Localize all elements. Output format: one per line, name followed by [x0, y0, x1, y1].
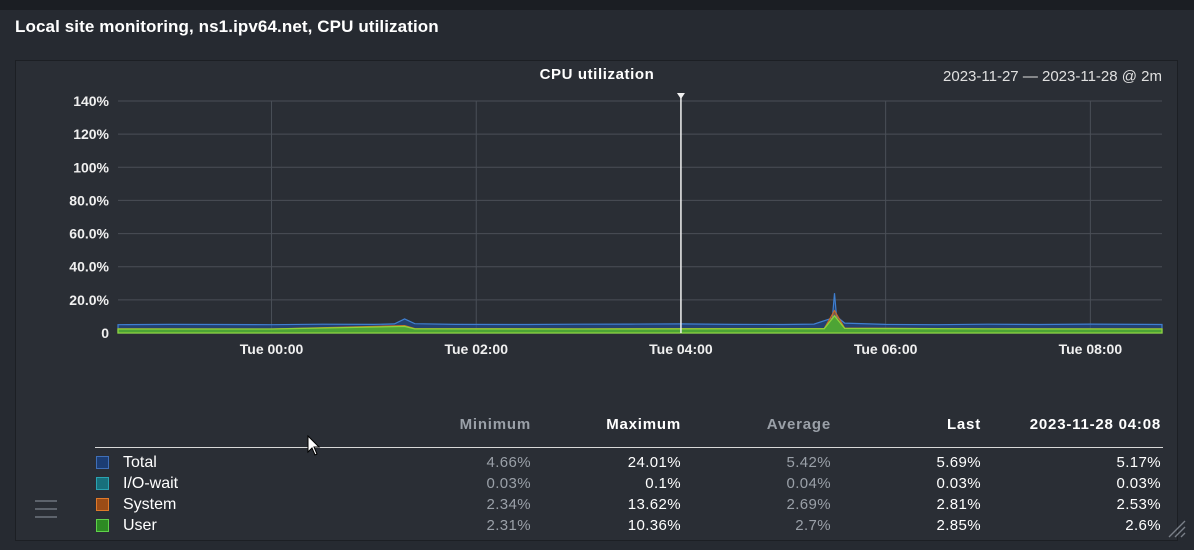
x-tick-label: Tue 02:00	[444, 341, 508, 357]
y-tick-label: 80.0%	[69, 192, 109, 208]
panel-title: Local site monitoring, ns1.ipv64.net, CP…	[15, 17, 439, 36]
mouse-pointer-icon	[307, 435, 321, 456]
x-tick-label: Tue 08:00	[1059, 341, 1123, 357]
legend-swatch	[96, 477, 109, 490]
legend-avg: 2.69%	[786, 496, 831, 513]
y-tick-label: 100%	[73, 159, 109, 175]
legend-header-last[interactable]: Last	[946, 416, 981, 433]
legend-swatch	[96, 456, 109, 469]
y-tick-label: 140%	[73, 93, 109, 109]
menu-icon[interactable]	[35, 500, 57, 518]
time-cursor-marker	[676, 93, 685, 99]
y-tick-label: 40.0%	[69, 259, 109, 275]
legend-min: 0.03%	[486, 475, 531, 492]
legend-label: System	[123, 496, 177, 513]
y-tick-label: 60.0%	[69, 226, 109, 242]
legend-avg: 5.42%	[786, 454, 831, 471]
legend-row-io-wait[interactable]: I/O-wait 0.03% 0.1% 0.04% 0.03% 0.03%	[95, 474, 1163, 495]
legend-max: 24.01%	[627, 454, 681, 471]
legend-label: Total	[123, 454, 157, 471]
cpu-chart[interactable]: 140% 120% 100% 80.0% 60.0% 40.0% 20.0% 0 Tue 00:…	[0, 0, 1194, 400]
legend-last: 0.03%	[936, 475, 981, 492]
series-total-area	[117, 293, 1163, 334]
legend-swatch	[96, 498, 109, 511]
top-strip	[0, 0, 1194, 10]
legend-header-timestamp: 2023-11-28 04:08	[1029, 416, 1161, 433]
y-tick-label: 20.0%	[69, 292, 109, 308]
legend-label: User	[123, 517, 157, 534]
legend-at-cursor: 2.6%	[1125, 517, 1161, 534]
resize-icon[interactable]	[1166, 518, 1186, 538]
legend-header-minimum[interactable]: Minimum	[459, 416, 531, 433]
x-tick-label: Tue 06:00	[854, 341, 918, 357]
legend-label: I/O-wait	[123, 475, 179, 492]
legend-min: 2.34%	[486, 496, 531, 513]
x-tick-label: Tue 00:00	[240, 341, 304, 357]
legend-at-cursor: 2.53%	[1116, 496, 1161, 513]
date-range[interactable]: 2023-11-27 — 2023-11-28 @ 2m	[943, 68, 1162, 85]
y-tick-label: 120%	[73, 126, 109, 142]
legend-avg: 2.7%	[795, 517, 831, 534]
y-tick-label: 0	[101, 325, 109, 341]
legend-avg: 0.04%	[786, 475, 831, 492]
legend-row-total[interactable]: Total 4.66% 24.01% 5.42% 5.69% 5.17%	[95, 453, 1163, 474]
legend-row-user[interactable]: User 2.31% 10.36% 2.7% 2.85% 2.6%	[95, 516, 1163, 537]
legend-min: 4.66%	[486, 454, 531, 471]
legend-row-system[interactable]: System 2.34% 13.62% 2.69% 2.81% 2.53%	[95, 495, 1163, 516]
legend-max: 0.1%	[645, 475, 681, 492]
legend-last: 2.81%	[936, 496, 981, 513]
legend-at-cursor: 0.03%	[1116, 475, 1161, 492]
chart-title: CPU utilization	[539, 66, 655, 83]
legend-last: 2.85%	[936, 517, 981, 534]
graph-container[interactable]	[15, 60, 1178, 541]
legend-max: 10.36%	[627, 517, 681, 534]
legend-at-cursor: 5.17%	[1116, 454, 1161, 471]
series-user-area	[117, 314, 1163, 334]
legend-swatch	[96, 519, 109, 532]
legend-header-maximum[interactable]: Maximum	[606, 416, 681, 433]
legend-min: 2.31%	[486, 517, 531, 534]
legend-separator	[95, 447, 1163, 448]
legend-max: 13.62%	[627, 496, 681, 513]
x-tick-label: Tue 04:00	[649, 341, 713, 357]
legend-header-average[interactable]: Average	[766, 416, 831, 433]
legend-last: 5.69%	[936, 454, 981, 471]
